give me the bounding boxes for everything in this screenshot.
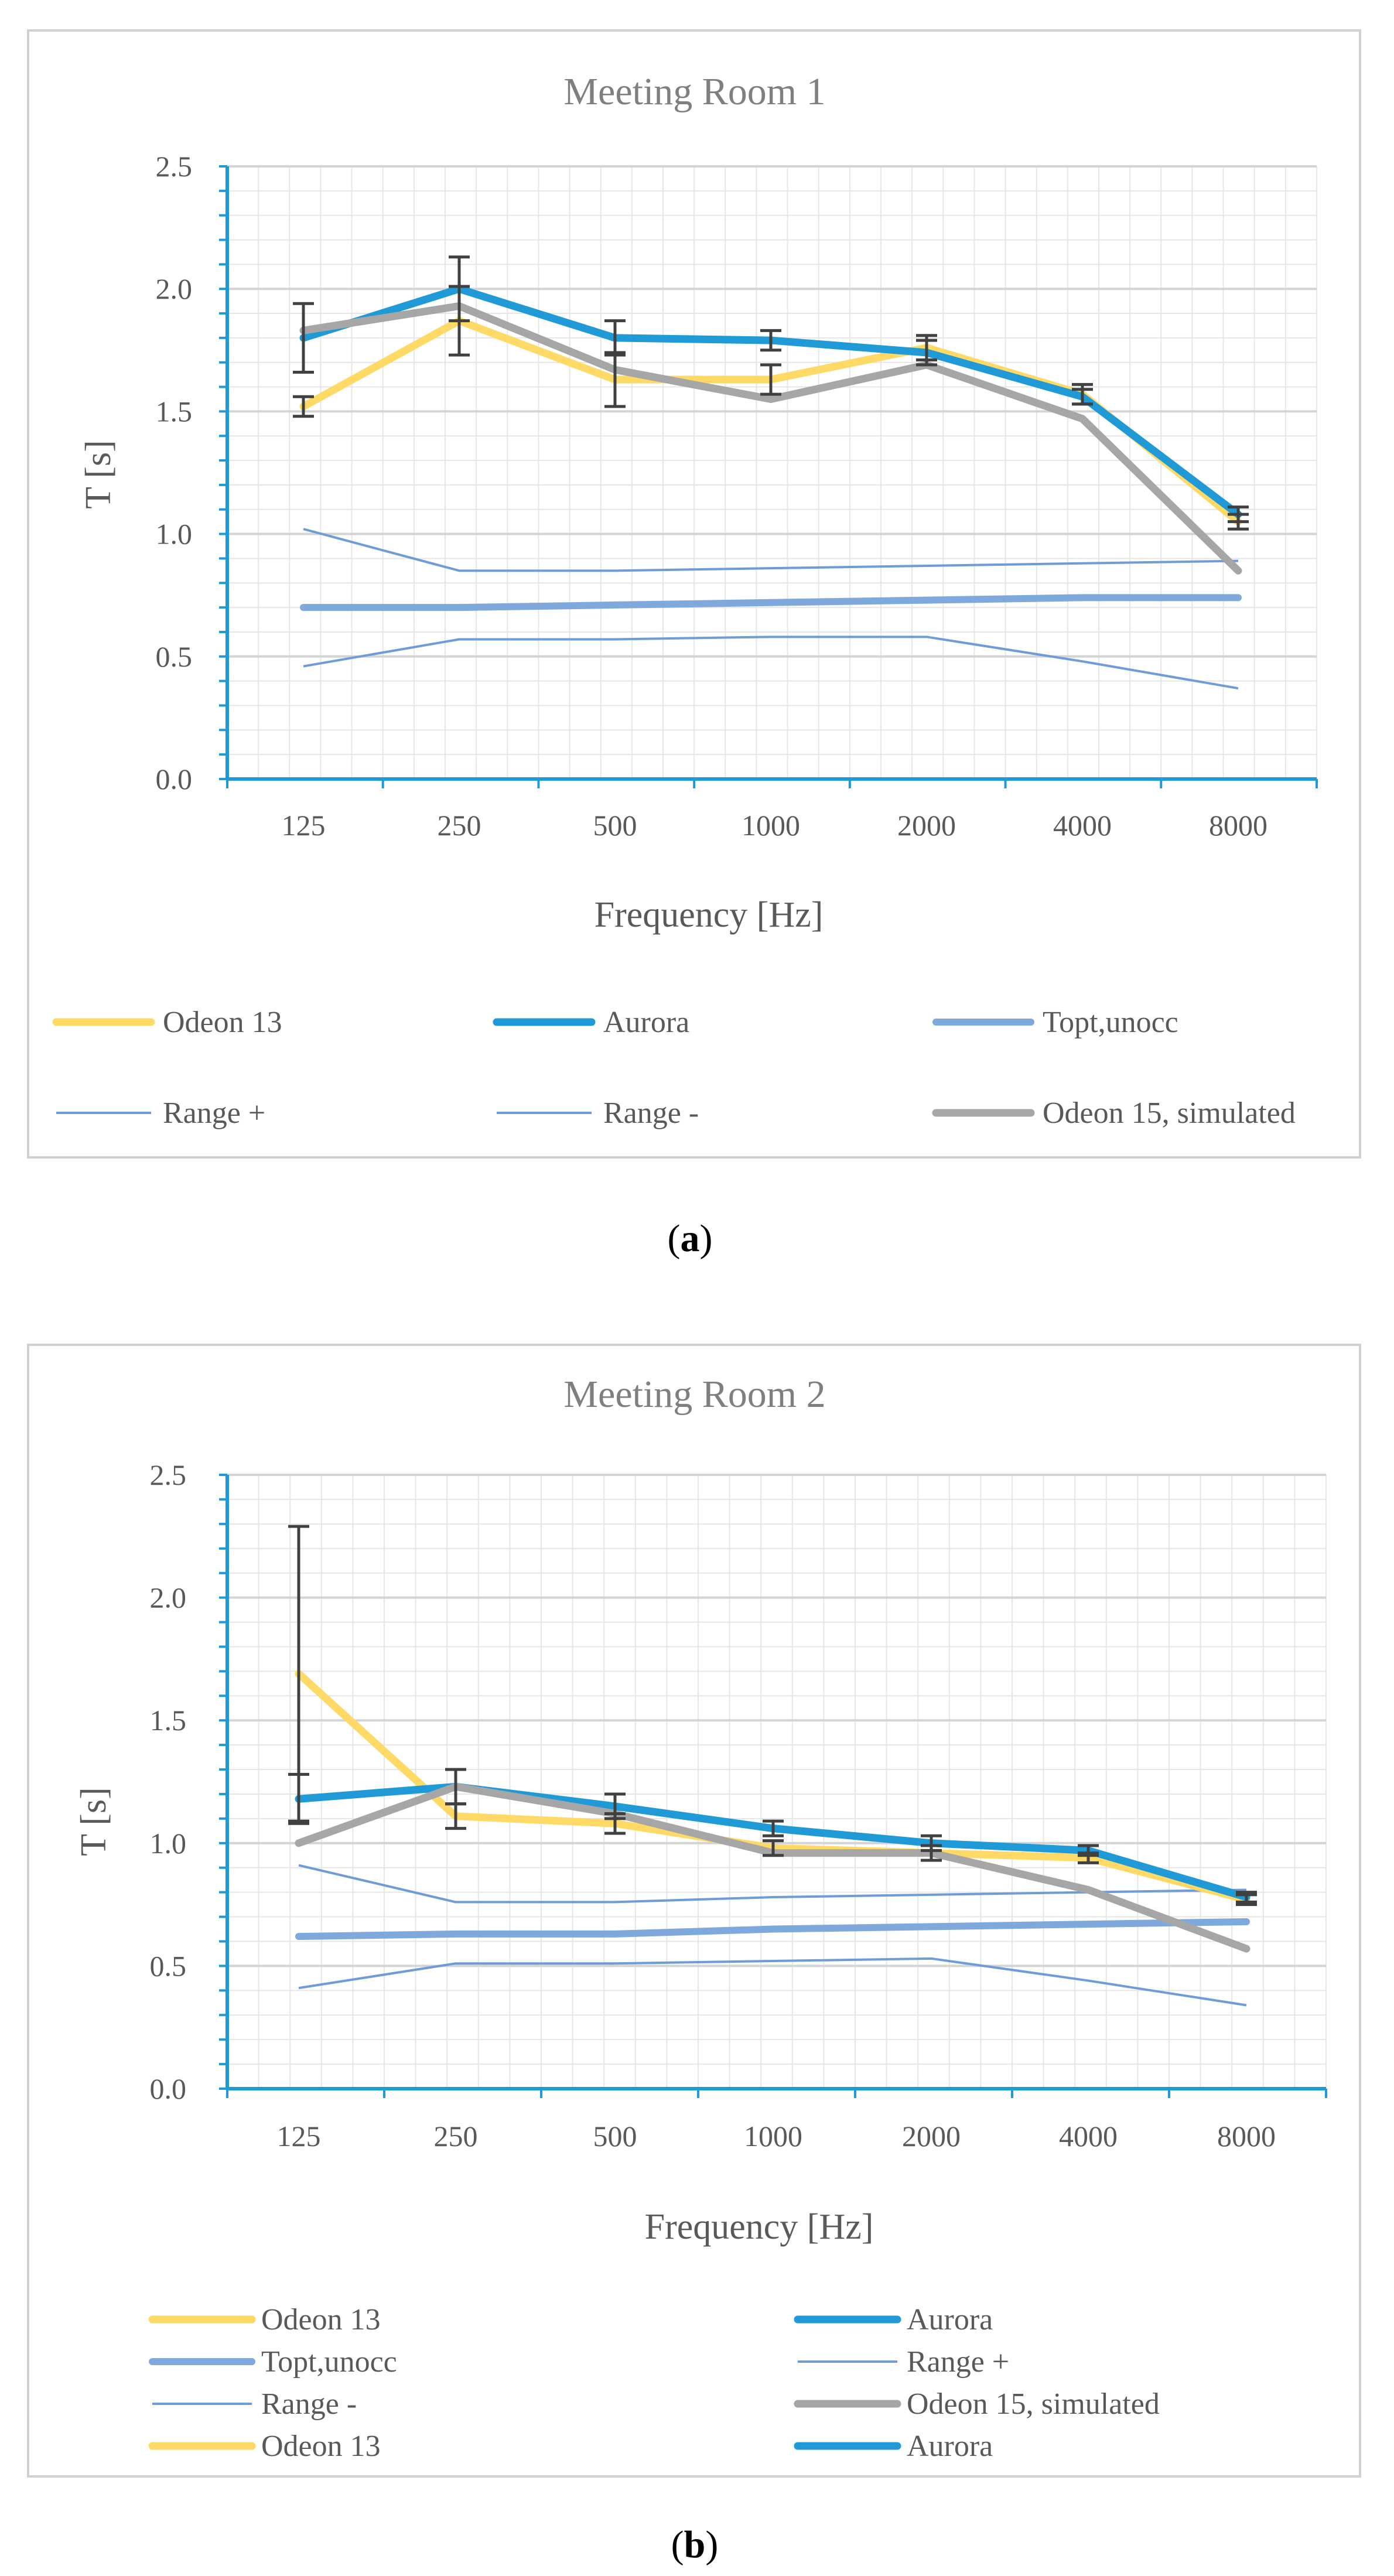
y-tick-label: 0.0: [156, 763, 193, 795]
y-tick-label: 2.5: [150, 1458, 187, 1491]
y-tick-label: 2.0: [150, 1581, 187, 1614]
y-tick-label: 1.5: [156, 395, 193, 428]
caption-letter: b: [684, 2523, 706, 2566]
caption-letter: a: [681, 1217, 700, 1260]
legend-label-range: Range -: [603, 1096, 699, 1130]
x-tick-label: 8000: [1217, 2120, 1276, 2153]
legend-label-aurora: Aurora: [603, 1006, 689, 1039]
legend-label-range: Range -: [261, 2387, 357, 2421]
y-tick-label: 0.0: [150, 2072, 187, 2105]
chart-title: Meeting Room 1: [563, 70, 825, 113]
series-line-range: [303, 636, 1239, 690]
legend-label-odeon-15-simulated: Odeon 15, simulated: [1043, 1096, 1296, 1130]
legend-label-range: Range +: [163, 1096, 265, 1130]
y-tick-label: 1.0: [156, 518, 193, 551]
x-tick-label: 500: [593, 809, 637, 842]
chart-2: 0.0 0.5 1.0 1.5 2.0 2.5 125 250 500 1000 2000 4000 8…: [27, 1344, 1361, 2566]
legend-label-aurora: Aurora: [907, 2430, 993, 2463]
legend: Odeon 13 Aurora Topt,unocc Range + Range - Od…: [148, 2303, 1160, 2463]
chart-title: Meeting Room 2: [563, 1373, 825, 1416]
legend-label-odeon-13: Odeon 13: [261, 2303, 381, 2336]
caption-open-paren: (: [671, 2523, 684, 2566]
x-tick-label: 500: [593, 2120, 637, 2153]
y-tick-label: 0.5: [156, 640, 193, 673]
y-tick-label: 1.0: [150, 1827, 187, 1860]
x-axis-label: Frequency [Hz]: [645, 2207, 874, 2247]
x-tick-label: 4000: [1059, 2120, 1118, 2153]
legend-label-range: Range +: [907, 2345, 1009, 2379]
y-axis-label: T [s]: [78, 440, 118, 509]
figure-caption: (a): [668, 1217, 713, 1260]
legend-label-odeon-13: Odeon 13: [261, 2430, 381, 2463]
legend: Odeon 13 Aurora Topt,unocc Range + Range - Od…: [52, 1006, 1296, 1130]
legend-label-odeon-13: Odeon 13: [163, 1006, 282, 1039]
legend-label-topt-unocc: Topt,unocc: [261, 2345, 397, 2379]
x-tick-label: 4000: [1053, 809, 1112, 842]
y-tick-label: 2.5: [156, 150, 193, 183]
chart-1: 0.0 0.5 1.0 1.5 2.0 2.5 125 250 500 1000 2000 4000 8…: [27, 29, 1361, 1260]
x-tick-label: 125: [282, 809, 326, 842]
x-tick-label: 250: [438, 809, 481, 842]
caption-open-paren: (: [668, 1217, 681, 1260]
x-tick-label: 1000: [744, 2120, 802, 2153]
series-line-topt-unocc: [295, 1918, 1250, 1940]
series-line-topt-unocc: [300, 594, 1242, 611]
legend-label-topt-unocc: Topt,unocc: [1043, 1006, 1178, 1039]
x-tick-label: 1000: [742, 809, 800, 842]
y-tick-label: 0.5: [150, 1949, 187, 1982]
legend-label-odeon-15-simulated: Odeon 15, simulated: [907, 2387, 1160, 2421]
series-line-range: [303, 528, 1239, 572]
series-line-range: [298, 1957, 1247, 2007]
caption-close-paren: ): [700, 1217, 713, 1260]
y-tick-label: 1.5: [150, 1704, 187, 1737]
x-tick-label: 250: [434, 2120, 478, 2153]
legend-label-aurora: Aurora: [907, 2303, 993, 2336]
x-tick-label: 2000: [897, 809, 956, 842]
x-tick-label: 125: [277, 2120, 321, 2153]
x-tick-label: 2000: [902, 2120, 961, 2153]
y-tick-label: 2.0: [156, 272, 193, 305]
figure-caption: (b): [671, 2523, 719, 2566]
y-axis-label: T [s]: [74, 1787, 114, 1856]
caption-close-paren: ): [705, 2523, 718, 2566]
x-axis-label: Frequency [Hz]: [594, 895, 824, 935]
x-tick-label: 8000: [1209, 809, 1267, 842]
